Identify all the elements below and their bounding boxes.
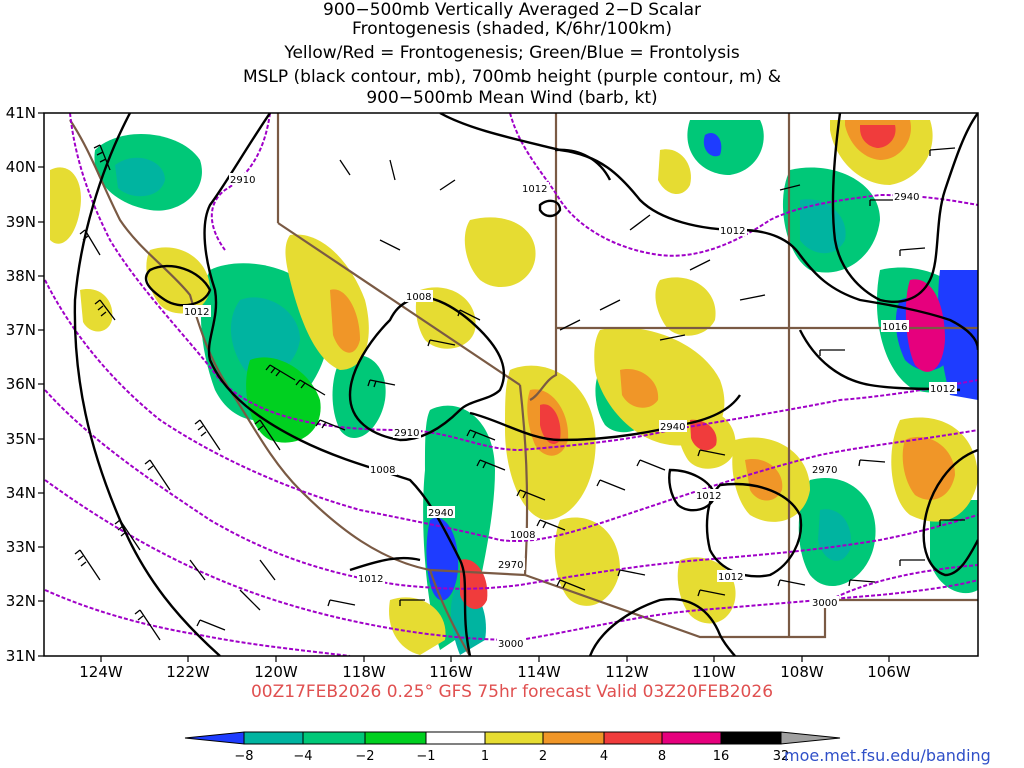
height-label: 3000 bbox=[812, 598, 837, 609]
lat-label: 40N bbox=[6, 158, 36, 176]
lat-label: 32N bbox=[6, 592, 36, 610]
colorbar-swatch bbox=[603, 731, 663, 745]
colorbar-swatch bbox=[302, 731, 366, 745]
colorbar-swatch bbox=[425, 731, 486, 745]
height-label: 2940 bbox=[894, 192, 919, 203]
height-label: 2940 bbox=[660, 422, 685, 433]
height-label: 3000 bbox=[498, 639, 523, 650]
colorbar-label: 4 bbox=[600, 749, 608, 764]
mslp-label: 1012 bbox=[930, 384, 955, 395]
lat-label: 38N bbox=[6, 267, 36, 285]
colorbar-swatch bbox=[484, 731, 544, 745]
mslp-label: 1008 bbox=[510, 530, 535, 541]
mslp-label: 1008 bbox=[370, 465, 395, 476]
mslp-label: 1012 bbox=[522, 184, 547, 195]
colorbar-label: 32 bbox=[773, 749, 790, 764]
colorbar-label: −2 bbox=[355, 749, 374, 764]
lat-label: 37N bbox=[6, 321, 36, 339]
lat-label: 36N bbox=[6, 375, 36, 393]
lon-label: 118W bbox=[342, 663, 386, 681]
lon-label: 120W bbox=[254, 663, 298, 681]
colorbar-swatch bbox=[542, 731, 605, 745]
height-700mb-contours bbox=[44, 113, 978, 656]
map-area: 1012 1012 1012 1008 1008 1008 1012 1012 … bbox=[44, 113, 978, 656]
title-line-3: Yellow/Red = Frontogenesis; Green/Blue =… bbox=[284, 43, 740, 63]
mslp-contours bbox=[73, 113, 978, 656]
height-label: 2970 bbox=[812, 465, 837, 476]
title-line-4: MSLP (black contour, mb), 700mb height (… bbox=[242, 67, 782, 87]
lat-label: 31N bbox=[6, 647, 36, 665]
contour-labels: 1012 1012 1012 1008 1008 1008 1012 1012 … bbox=[183, 173, 957, 650]
colorbar-label: −8 bbox=[234, 749, 253, 764]
wind-barbs bbox=[74, 144, 965, 641]
mslp-label: 1016 bbox=[882, 322, 907, 333]
colorbar-swatch bbox=[661, 731, 722, 745]
lon-label: 122W bbox=[166, 663, 210, 681]
colorbar-label: 2 bbox=[539, 749, 547, 764]
colorbar-swatch bbox=[720, 731, 782, 745]
title-line-5: 900−500mb Mean Wind (barb, kt) bbox=[366, 88, 658, 108]
lon-label: 106W bbox=[867, 663, 911, 681]
colorbar-swatch bbox=[364, 731, 427, 745]
axis-ticks bbox=[38, 112, 890, 662]
lon-label: 114W bbox=[517, 663, 561, 681]
forecast-valid-time: 00Z17FEB2026 0.25° GFS 75hr forecast Val… bbox=[250, 682, 774, 702]
title-line-2: Frontogenesis (shaded, K/6hr/100km) bbox=[352, 19, 672, 39]
longitude-labels: 124W 122W 120W 118W 116W 114W 112W 110W … bbox=[79, 663, 911, 681]
lat-label: 33N bbox=[6, 538, 36, 556]
height-label: 2970 bbox=[498, 560, 523, 571]
lat-label: 41N bbox=[6, 104, 36, 122]
mslp-label: 1012 bbox=[718, 572, 743, 583]
colorbar-label: 8 bbox=[658, 749, 666, 764]
state-borders bbox=[69, 113, 978, 656]
height-label: 2940 bbox=[428, 508, 453, 519]
colorbar-label: −1 bbox=[416, 749, 435, 764]
lon-label: 108W bbox=[780, 663, 824, 681]
lat-label: 34N bbox=[6, 484, 36, 502]
mslp-label: 1008 bbox=[406, 292, 431, 303]
height-label: 2910 bbox=[394, 428, 419, 439]
lat-label: 39N bbox=[6, 213, 36, 231]
lon-label: 112W bbox=[605, 663, 649, 681]
colorbar-swatch bbox=[780, 731, 841, 745]
source-credit: moe.met.fsu.edu/banding bbox=[784, 746, 991, 765]
colorbar-labels: −8 −4 −2 −1 1 2 4 8 16 32 bbox=[234, 749, 789, 764]
title-line-1: 900−500mb Vertically Averaged 2−D Scalar bbox=[323, 0, 701, 20]
latitude-labels: 31N 32N 33N 34N 35N 36N 37N 38N 39N 40N … bbox=[6, 104, 36, 665]
lon-label: 116W bbox=[429, 663, 473, 681]
lon-label: 110W bbox=[692, 663, 736, 681]
mslp-label: 1012 bbox=[696, 491, 721, 502]
mslp-label: 1012 bbox=[720, 226, 745, 237]
colorbar-swatch bbox=[243, 731, 304, 745]
colorbar bbox=[184, 731, 841, 745]
mslp-label: 1012 bbox=[184, 307, 209, 318]
colorbar-label: 1 bbox=[481, 749, 489, 764]
colorbar-label: −4 bbox=[293, 749, 312, 764]
lon-label: 124W bbox=[79, 663, 123, 681]
lat-label: 35N bbox=[6, 430, 36, 448]
colorbar-label: 16 bbox=[713, 749, 730, 764]
height-label: 2910 bbox=[230, 175, 255, 186]
mslp-label: 1012 bbox=[358, 574, 383, 585]
colorbar-swatch bbox=[184, 731, 245, 745]
